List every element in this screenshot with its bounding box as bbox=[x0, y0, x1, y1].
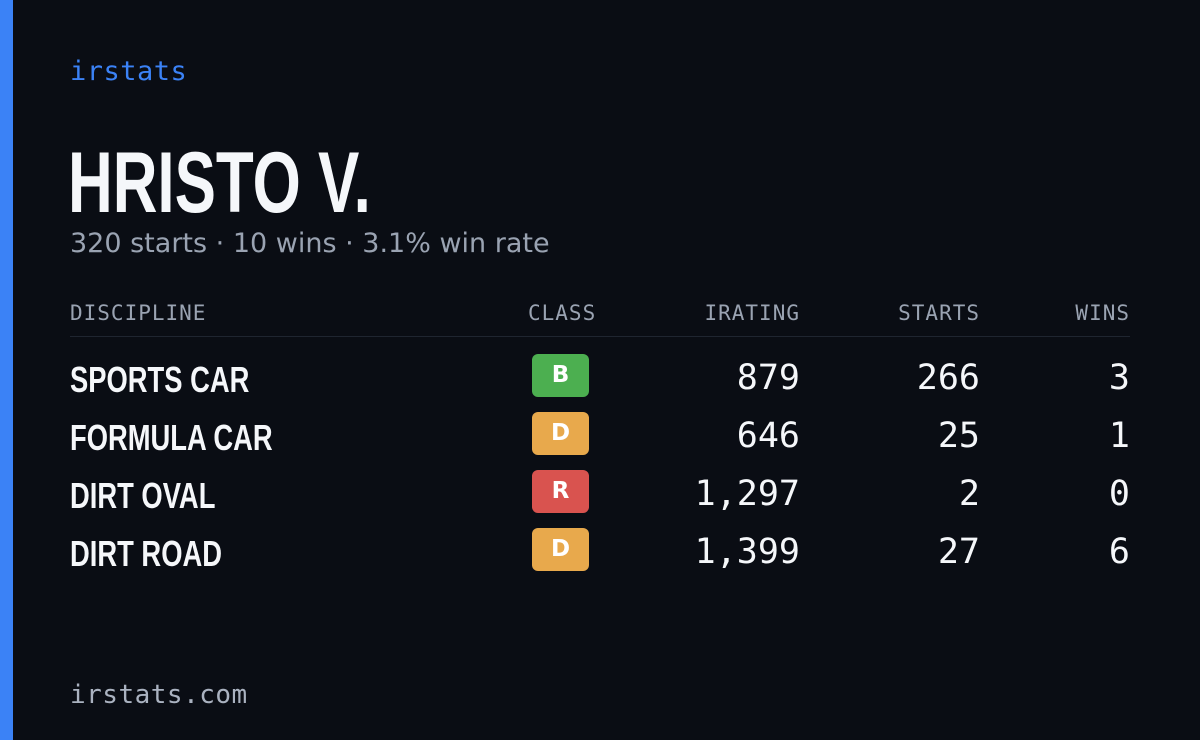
starts-value: 266 bbox=[916, 358, 980, 398]
discipline-label: DIRT ROAD bbox=[70, 533, 222, 574]
class-badge: D bbox=[532, 412, 589, 455]
driver-summary: 320 starts · 10 wins · 3.1% win rate bbox=[70, 228, 550, 259]
starts-value: 27 bbox=[937, 532, 980, 572]
footer-domain: irstats.com bbox=[70, 680, 248, 710]
class-badge: D bbox=[532, 528, 589, 571]
driver-name: HRISTO V. bbox=[68, 135, 371, 231]
accent-bar bbox=[0, 0, 13, 740]
irating-value: 879 bbox=[736, 358, 800, 398]
table-row: DIRT ROAD D 1,399 27 6 bbox=[0, 528, 1200, 586]
discipline-label: DIRT OVAL bbox=[70, 475, 216, 516]
column-header-wins: WINS bbox=[1075, 301, 1130, 325]
starts-value: 2 bbox=[958, 474, 980, 514]
table-row: DIRT OVAL R 1,297 2 0 bbox=[0, 470, 1200, 528]
starts-value: 25 bbox=[937, 416, 980, 456]
irating-value: 1,297 bbox=[694, 474, 800, 514]
irating-value: 1,399 bbox=[694, 532, 800, 572]
wins-value: 6 bbox=[1108, 532, 1130, 572]
brand-logo: irstats bbox=[70, 56, 188, 87]
class-badge: R bbox=[532, 470, 589, 513]
irating-value: 646 bbox=[736, 416, 800, 456]
wins-value: 1 bbox=[1108, 416, 1130, 456]
wins-value: 3 bbox=[1108, 358, 1130, 398]
wins-value: 0 bbox=[1108, 474, 1130, 514]
discipline-label: SPORTS CAR bbox=[70, 359, 250, 400]
class-badge: B bbox=[532, 354, 589, 397]
discipline-label: FORMULA CAR bbox=[70, 417, 273, 458]
column-header-starts: STARTS bbox=[898, 301, 980, 325]
column-header-discipline: DISCIPLINE bbox=[70, 301, 207, 325]
table-row: FORMULA CAR D 646 25 1 bbox=[0, 412, 1200, 470]
table-row: SPORTS CAR B 879 266 3 bbox=[0, 354, 1200, 412]
header-divider bbox=[70, 336, 1130, 337]
column-header-irating: IRATING bbox=[704, 301, 800, 325]
column-header-class: CLASS bbox=[528, 301, 597, 325]
